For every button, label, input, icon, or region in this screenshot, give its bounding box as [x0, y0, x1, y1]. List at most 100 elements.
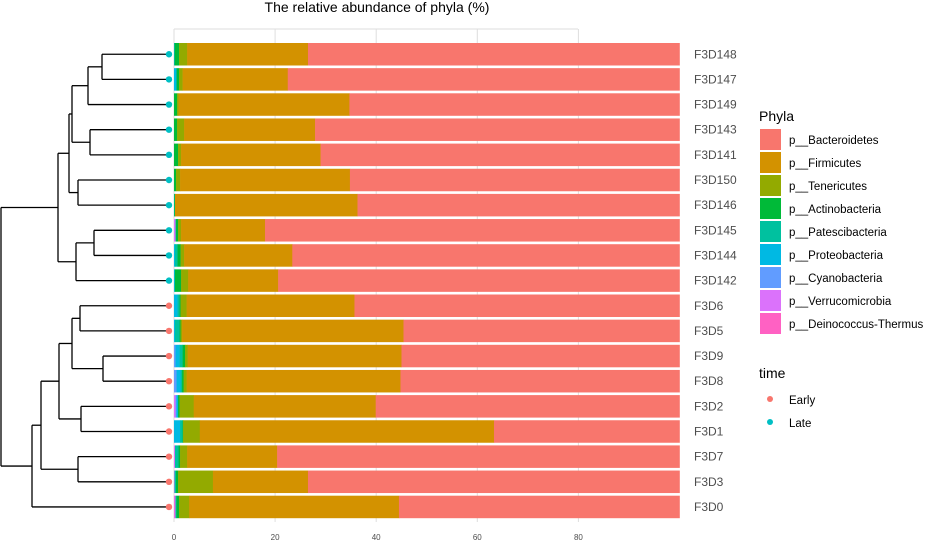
- tip-point: [165, 277, 173, 284]
- bar-segment: [398, 495, 680, 519]
- bar-segment: [180, 294, 187, 317]
- bar-segment: [185, 344, 188, 368]
- y-tick-label: F3D150: [694, 173, 737, 187]
- bar-segment: [187, 43, 309, 66]
- bar-segment: [493, 420, 680, 443]
- legend-label: p__Cyanobacteria: [789, 273, 883, 285]
- bar-segment: [178, 445, 181, 468]
- bar-segment: [180, 369, 183, 393]
- bar-segment: [401, 344, 680, 368]
- bar-segment: [175, 219, 177, 242]
- bar-segment: [174, 143, 179, 167]
- bar-segment: [174, 319, 176, 343]
- bar-segment: [174, 68, 177, 91]
- bar-segment: [178, 219, 182, 242]
- bar-segment: [175, 244, 178, 267]
- chart-title: The relative abundance of phyla (%): [265, 0, 490, 15]
- y-tick-label: F3D148: [694, 47, 737, 61]
- bar-stack: [174, 495, 680, 519]
- tip-point: [165, 227, 173, 234]
- legend-key: [760, 221, 781, 242]
- bar-segment: [277, 445, 680, 468]
- y-tick-label: F3D7: [694, 450, 724, 464]
- bar-segment: [179, 495, 190, 519]
- tip-point: [165, 302, 173, 309]
- bar-segment: [174, 495, 175, 519]
- y-tick-label: F3D142: [694, 274, 737, 288]
- bar-segment: [177, 244, 181, 267]
- tip-point: [165, 201, 173, 209]
- bar-segment: [181, 269, 189, 292]
- bar-segment: [174, 43, 175, 66]
- y-tick-label: F3D0: [694, 500, 724, 514]
- bar-stack: [174, 244, 680, 267]
- legend-key: [760, 198, 781, 219]
- tip-point: [165, 428, 173, 435]
- bar-stack: [174, 68, 680, 91]
- bar-stack: [174, 294, 680, 317]
- bar-segment: [176, 219, 179, 242]
- bar-segment: [176, 495, 180, 519]
- tip-point: [165, 503, 173, 511]
- bar-segment: [174, 495, 176, 519]
- bar-segment: [180, 445, 188, 468]
- bar-segment: [287, 68, 680, 91]
- legend-label: p__Proteobacteria: [789, 250, 884, 262]
- bar-segment: [178, 143, 182, 167]
- x-tick-label: 40: [372, 533, 381, 540]
- bar-stack: [174, 93, 680, 116]
- bar-segment: [179, 294, 181, 317]
- legend-title-phyla: Phyla: [759, 108, 794, 124]
- bar-segment: [182, 68, 289, 91]
- bar-segment: [375, 395, 680, 418]
- y-tick-label: F3D144: [694, 248, 737, 262]
- bar-segment: [175, 445, 179, 468]
- tip-point: [165, 252, 173, 259]
- y-tick-label: F3D1: [694, 425, 724, 439]
- tip-point: [165, 478, 173, 485]
- bar-segment: [175, 193, 358, 217]
- bar-segment: [349, 168, 680, 192]
- bar-stack: [174, 269, 680, 292]
- bar-stack: [174, 445, 680, 468]
- bar-segment: [176, 369, 181, 393]
- bar-segment: [180, 168, 351, 192]
- bar-segment: [174, 118, 178, 141]
- bar-stack: [174, 319, 680, 343]
- bar-segment: [315, 118, 680, 141]
- legend-key: [760, 290, 781, 311]
- y-tick-label: F3D141: [694, 148, 737, 162]
- bar-segment: [181, 219, 266, 242]
- legend-key: [760, 175, 781, 196]
- y-tick-label: F3D2: [694, 399, 724, 413]
- bar-segment: [187, 445, 278, 468]
- legend-label: p__Firmicutes: [789, 158, 861, 170]
- legend-key: [760, 152, 781, 173]
- bar-stack: [174, 118, 680, 141]
- bar-segment: [182, 369, 184, 393]
- tip-point: [165, 378, 173, 385]
- bar-stack: [174, 43, 680, 66]
- bar-segment: [188, 269, 279, 292]
- bar-segment: [400, 369, 680, 393]
- legend-key: [760, 313, 781, 334]
- bar-segment: [183, 420, 201, 443]
- bar-segment: [176, 168, 181, 192]
- bar-segment: [174, 420, 181, 443]
- bar-segment: [193, 395, 376, 418]
- bar-segment: [186, 294, 355, 317]
- bar-segment: [174, 369, 177, 393]
- bar-segment: [174, 193, 176, 217]
- bar-segment: [181, 143, 321, 167]
- bar-segment: [307, 43, 680, 66]
- bar-segment: [177, 294, 180, 317]
- tip-point: [165, 76, 173, 83]
- bar-segment: [179, 344, 183, 368]
- y-tick-label: F3D9: [694, 349, 724, 363]
- bar-stack: [174, 470, 680, 494]
- bar-segment: [187, 344, 402, 368]
- bar-segment: [175, 495, 177, 519]
- bar-segment: [174, 470, 177, 494]
- bar-segment: [184, 244, 293, 267]
- bar-stack: [174, 420, 680, 443]
